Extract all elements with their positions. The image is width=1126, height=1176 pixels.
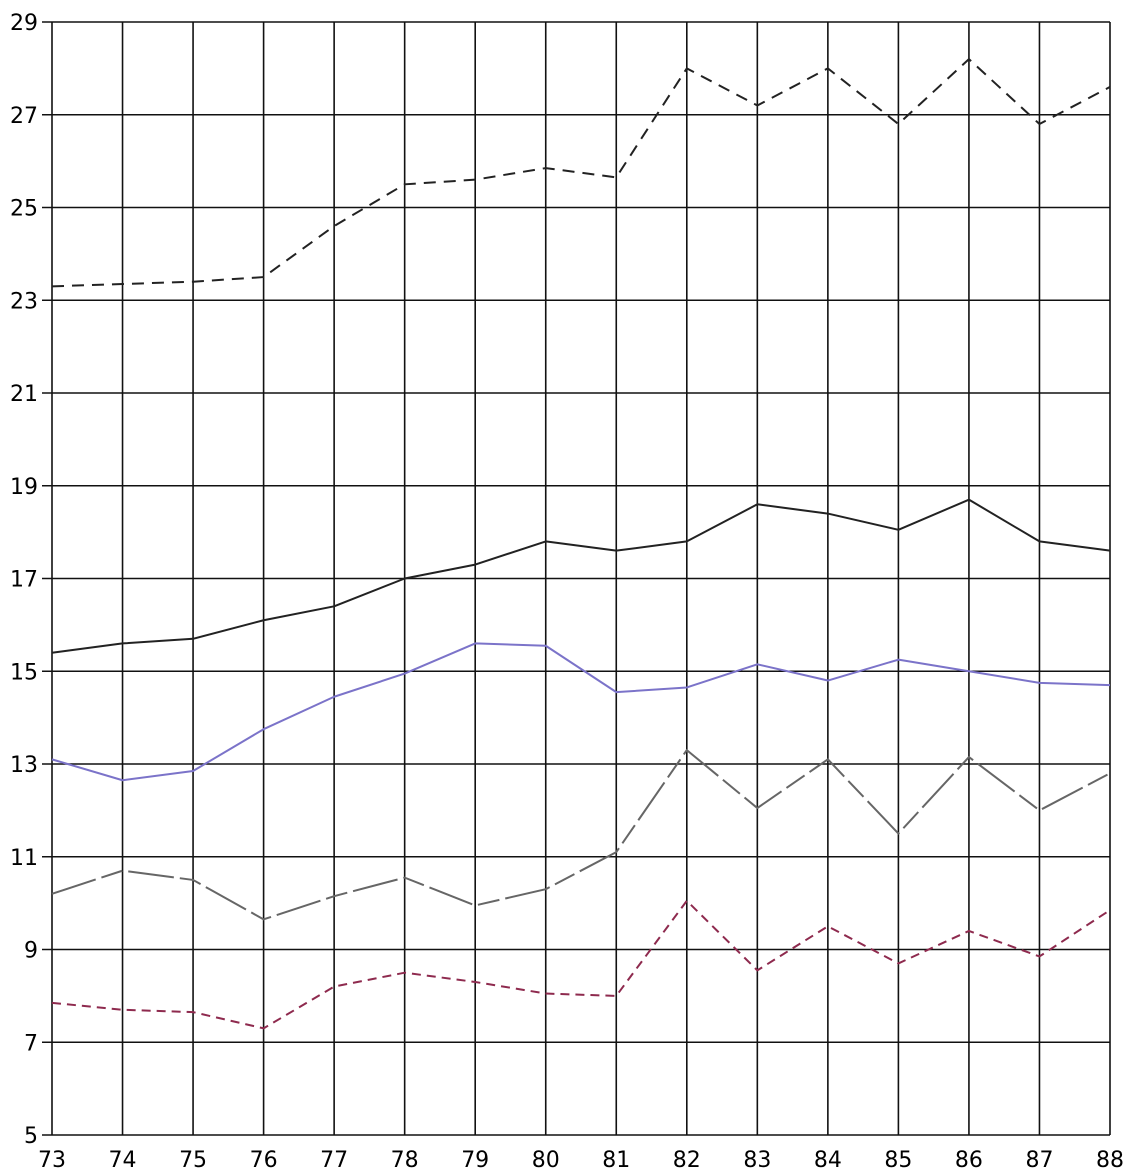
x-tick-label: 84 xyxy=(814,1148,842,1173)
y-tick-label: 23 xyxy=(10,289,38,314)
x-tick-label: 81 xyxy=(602,1148,630,1173)
y-tick-label: 15 xyxy=(10,660,38,685)
y-tick-label: 9 xyxy=(24,939,38,964)
x-tick-label: 83 xyxy=(743,1148,771,1173)
x-tick-label: 82 xyxy=(673,1148,701,1173)
x-tick-label: 88 xyxy=(1096,1148,1124,1173)
y-tick-label: 7 xyxy=(24,1031,38,1056)
y-tick-label: 27 xyxy=(10,104,38,129)
y-tick-label: 13 xyxy=(10,753,38,778)
x-tick-label: 77 xyxy=(320,1148,348,1173)
x-tick-label: 73 xyxy=(38,1148,66,1173)
x-tick-label: 80 xyxy=(532,1148,560,1173)
y-tick-label: 19 xyxy=(10,475,38,500)
horizontal-gridlines xyxy=(42,21,1110,1136)
series-line-3 xyxy=(51,642,1111,782)
y-tick-label: 17 xyxy=(10,568,38,593)
x-tick-label: 78 xyxy=(391,1148,419,1173)
y-tick-label: 25 xyxy=(10,197,38,222)
x-tick-label: 86 xyxy=(955,1148,983,1173)
x-tick-label: 76 xyxy=(250,1148,278,1173)
series-line-5 xyxy=(51,899,1111,1030)
series-lines xyxy=(51,58,1111,1030)
x-tick-label: 79 xyxy=(461,1148,489,1173)
y-tick-label: 11 xyxy=(10,846,38,871)
x-tick-label: 85 xyxy=(884,1148,912,1173)
series-line-1 xyxy=(51,58,1111,288)
series-line-2 xyxy=(51,498,1111,654)
y-tick-label: 5 xyxy=(24,1124,38,1149)
x-tick-label: 75 xyxy=(179,1148,207,1173)
y-axis-tick-labels: 5 7 9 11 13 15 17 19 21 23 25 27 29 xyxy=(10,11,38,1149)
y-tick-label: 29 xyxy=(10,11,38,36)
series-line-4 xyxy=(51,749,1111,921)
x-tick-label: 87 xyxy=(1025,1148,1053,1173)
x-axis-tick-labels: 73 74 75 76 77 78 79 80 81 82 83 84 85 86 87 88 xyxy=(38,1148,1124,1173)
x-tick-label: 74 xyxy=(109,1148,137,1173)
y-tick-label: 21 xyxy=(10,382,38,407)
